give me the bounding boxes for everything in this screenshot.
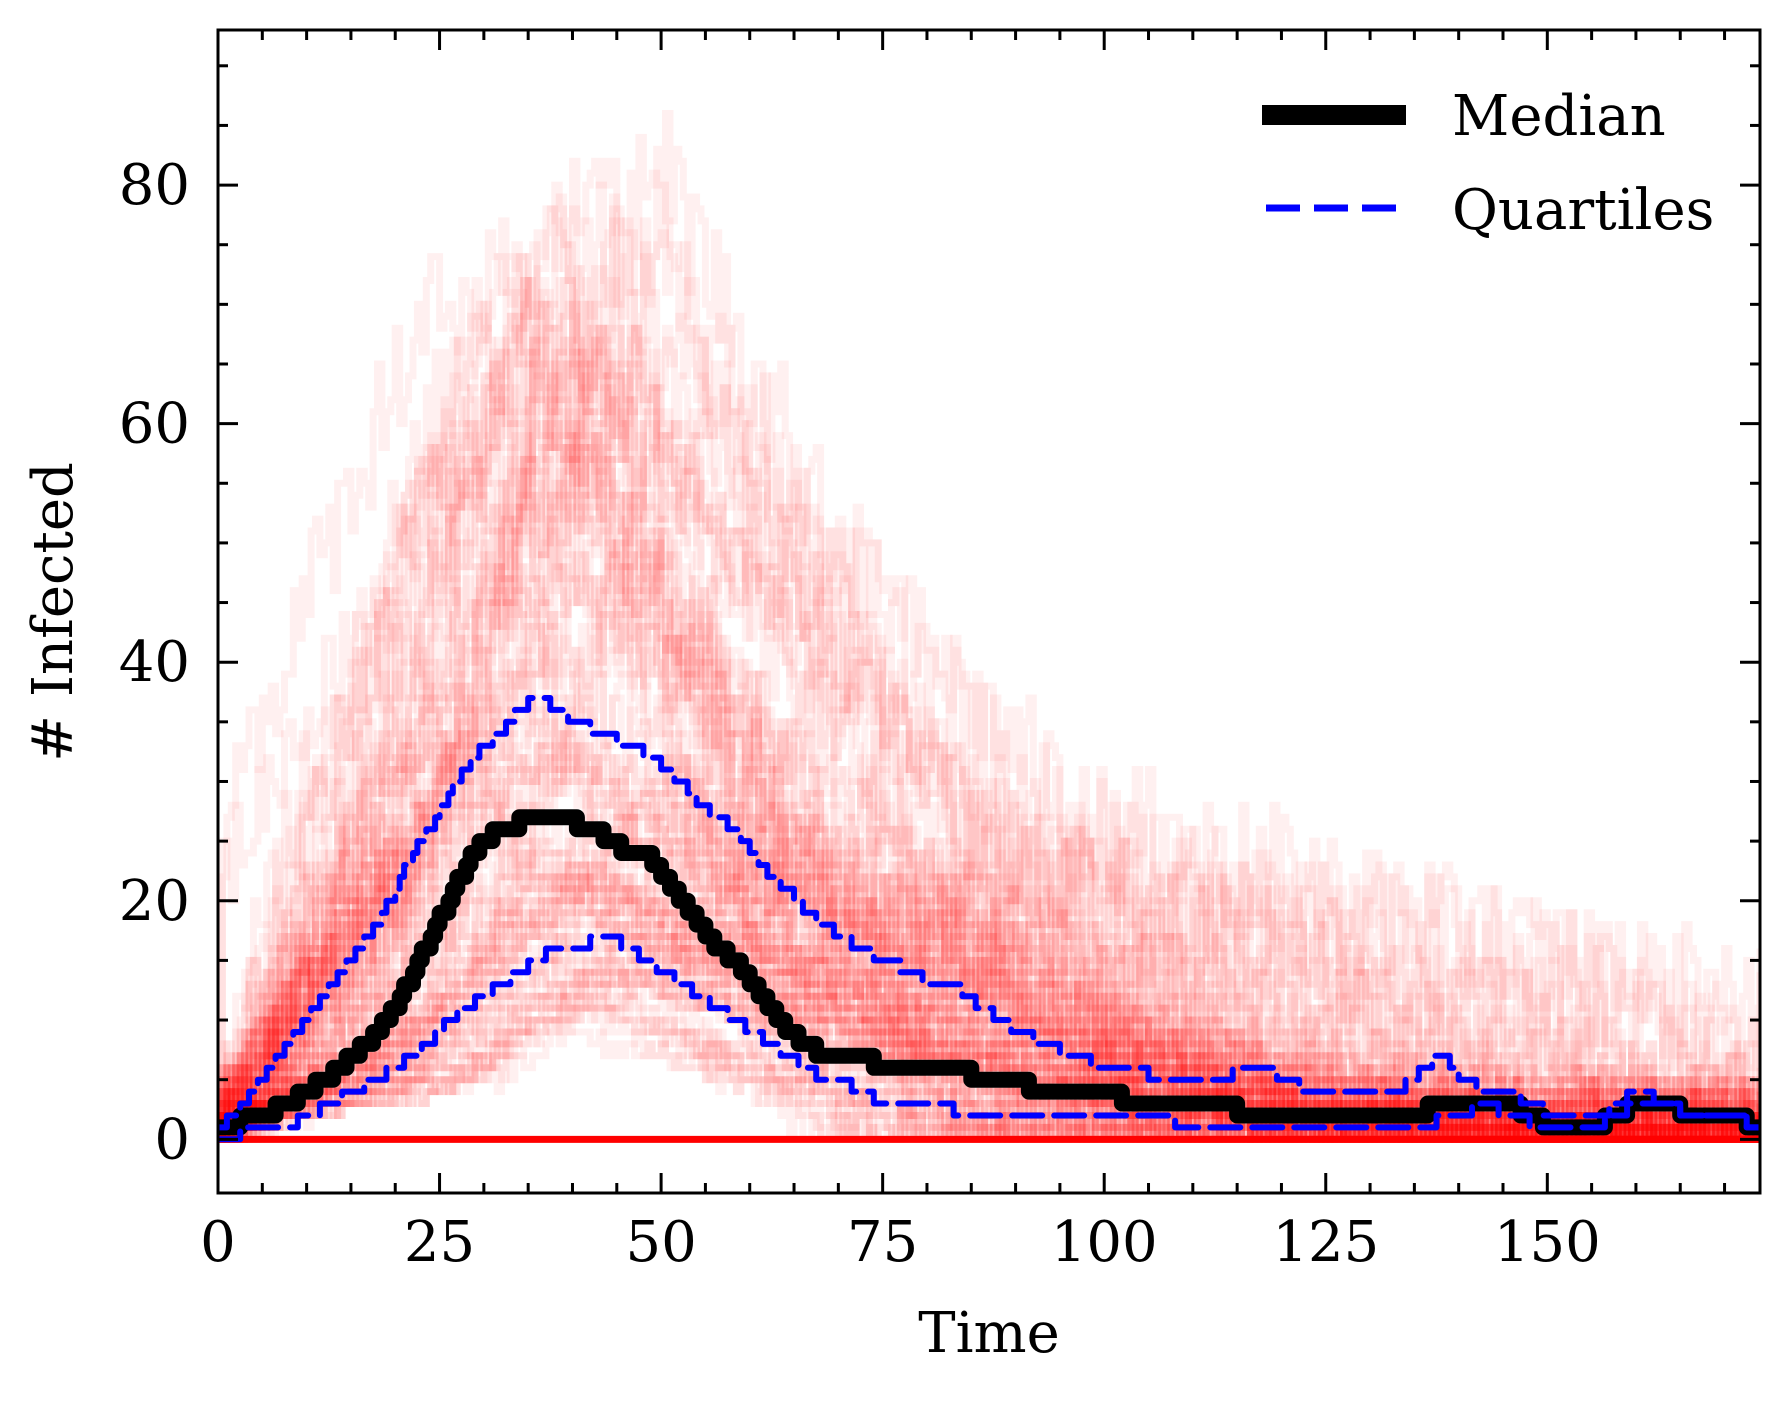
simulation-trajectory	[218, 157, 1760, 1143]
y-tick-label: 80	[119, 153, 190, 218]
x-tick-label: 75	[847, 1210, 918, 1275]
x-tick-label: 125	[1272, 1210, 1379, 1275]
simulation-trajectory	[218, 324, 1760, 1143]
simulation-trajectory	[218, 348, 1760, 1143]
simulation-trajectory	[218, 444, 1760, 1143]
simulation-trajectory	[218, 849, 1760, 1143]
axis-ticks	[216, 30, 1760, 1193]
x-tick-label: 100	[1051, 1210, 1158, 1275]
y-tick-label: 20	[119, 869, 190, 934]
upper-quartile-line	[218, 695, 1760, 1131]
simulation-trajectory	[218, 300, 1760, 1143]
x-tick-label: 150	[1494, 1210, 1601, 1275]
tick-labels: 0 25 50 75 100 125 150 0 20 40 60 80	[119, 153, 1601, 1275]
legend-quartiles-label: Quartiles	[1452, 178, 1714, 243]
y-tick-label: 0	[154, 1107, 190, 1172]
simulation-trajectory	[218, 312, 1760, 1143]
simulation-trajectory	[218, 551, 1760, 1143]
series-layer	[218, 695, 1760, 1143]
simulation-trajectory	[218, 718, 1760, 1143]
simulation-trajectory	[218, 277, 1760, 1143]
simulation-trajectories	[218, 110, 1760, 1143]
simulation-trajectory	[218, 921, 1760, 1143]
simulation-trajectory	[218, 432, 1760, 1143]
plot-area	[216, 28, 1762, 1195]
simulation-trajectory	[218, 956, 1760, 1143]
simulation-trajectory	[218, 277, 1760, 1143]
simulation-trajectory	[218, 861, 1760, 1143]
simulation-trajectory	[218, 277, 1760, 1143]
legend-median-label: Median	[1452, 84, 1666, 149]
simulation-trajectory	[218, 110, 1760, 1143]
legend: Median Quartiles	[1262, 84, 1714, 243]
simulation-trajectory	[218, 801, 1760, 1143]
simulation-trajectory	[218, 825, 1760, 1143]
x-axis-label: Time	[918, 1301, 1060, 1366]
x-tick-label: 0	[200, 1210, 236, 1275]
lower-quartile-line	[218, 933, 1760, 1143]
x-tick-label: 25	[404, 1210, 475, 1275]
simulation-trajectory	[218, 992, 1760, 1143]
simulation-trajectory	[218, 670, 1760, 1143]
y-tick-label: 40	[119, 630, 190, 695]
y-tick-label: 60	[119, 392, 190, 457]
simulation-trajectory	[218, 897, 1760, 1143]
simulation-trajectory	[218, 921, 1760, 1143]
x-tick-label: 50	[625, 1210, 696, 1275]
y-axis-label: # Infected	[21, 462, 86, 762]
simulation-trajectory	[218, 861, 1760, 1143]
simulation-trajectory	[218, 921, 1760, 1143]
